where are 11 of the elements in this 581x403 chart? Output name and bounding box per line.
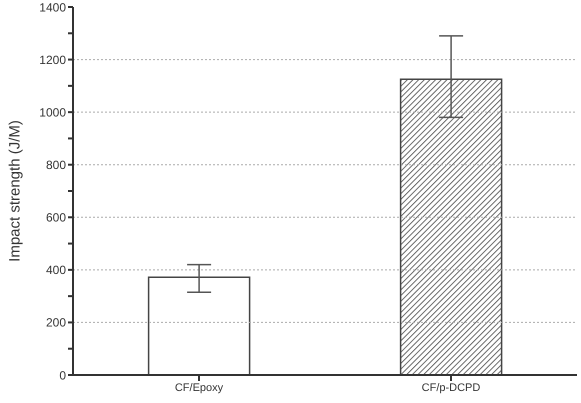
y-tick-label: 0: [59, 368, 66, 382]
y-axis-title: Impact strength (J/M): [6, 120, 24, 262]
y-tick-label: 1400: [39, 0, 66, 14]
x-tick-label: CF/p-DCPD: [422, 382, 480, 394]
y-tick-label: 1200: [39, 52, 66, 67]
y-tick-label: 400: [46, 263, 66, 278]
y-tick-label: 600: [46, 210, 66, 225]
x-tick-label: CF/Epoxy: [174, 382, 224, 394]
y-tick-label: 1000: [39, 105, 66, 120]
y-tick-label: 200: [46, 316, 66, 330]
y-tick-label: 800: [46, 158, 66, 172]
